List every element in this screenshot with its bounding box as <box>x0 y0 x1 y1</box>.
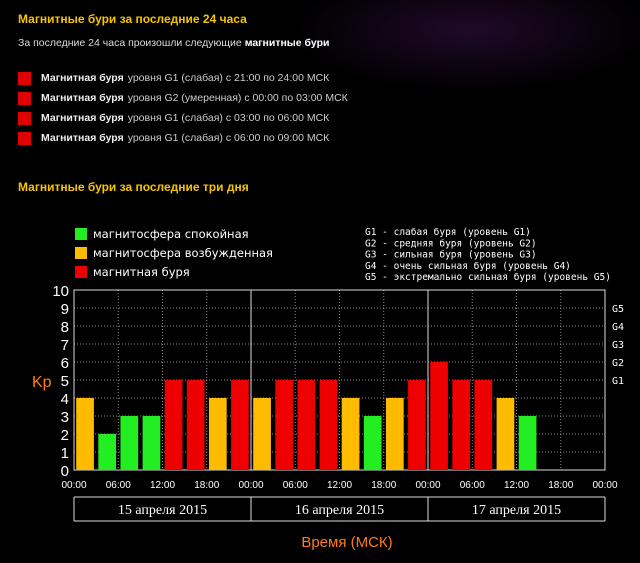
bar <box>253 398 271 470</box>
x-tick-label: 06:00 <box>283 480 308 491</box>
storm-item-text: уровня G1 (слабая) с 06:00 по 09:00 МСК <box>127 132 330 144</box>
legend-label-calm: магнитосфера спокойная <box>93 227 249 241</box>
storm-item-bold: Магнитная буря <box>41 132 124 144</box>
y-tick-label: 1 <box>61 445 69 462</box>
x-tick-label: 00:00 <box>61 480 86 491</box>
g-level-label: G5 <box>612 304 624 315</box>
bar <box>208 398 227 470</box>
y-tick-label: 8 <box>61 319 69 336</box>
x-tick-label: 00:00 <box>415 480 440 491</box>
y-tick-label: 6 <box>61 355 69 372</box>
legend-swatch-excited <box>75 247 87 259</box>
bar <box>164 380 183 470</box>
scale-legend-item: G4 - очень сильная буря (уровень G4) <box>365 261 571 272</box>
storm-list: Магнитная буря уровня G1 (слабая) с 21:0… <box>18 68 348 148</box>
bar <box>297 380 316 470</box>
g-level-label: G4 <box>612 322 624 333</box>
bar <box>120 416 139 470</box>
y-tick-label: 4 <box>61 391 69 408</box>
storm-item-text: уровня G1 (слабая) с 21:00 по 24:00 МСК <box>127 72 330 84</box>
y-tick-label: 2 <box>61 427 69 444</box>
bar <box>518 416 537 470</box>
x-tick-label: 00:00 <box>238 480 263 491</box>
x-tick-label: 18:00 <box>371 480 396 491</box>
x-axis-label: Время (МСК) <box>301 534 392 551</box>
storm-marker-icon <box>18 111 31 125</box>
legend-swatch-calm <box>75 228 87 240</box>
scale-legend-item: G3 - сильная буря (уровень G3) <box>365 250 537 261</box>
g-level-label: G1 <box>612 376 624 387</box>
bar <box>385 398 404 470</box>
y-tick-label: 10 <box>52 283 69 300</box>
g-level-label: G2 <box>612 358 624 369</box>
x-tick-label: 06:00 <box>106 480 131 491</box>
x-tick-label: 00:00 <box>592 480 617 491</box>
bar <box>186 380 205 470</box>
storm-marker-icon <box>18 71 31 85</box>
y-tick-label: 0 <box>61 463 69 480</box>
intro-text: За последние 24 часа произошли следующие <box>18 37 242 49</box>
legend-label-excited: магнитосфера возбужденная <box>93 246 273 260</box>
storm-item-bold: Магнитная буря <box>41 112 124 124</box>
list-item: Магнитная буря уровня G1 (слабая) с 21:0… <box>18 68 348 88</box>
bar <box>474 380 493 470</box>
scale-legend-item: G1 - слабая буря (уровень G1) <box>365 227 531 238</box>
x-tick-label: 12:00 <box>504 480 529 491</box>
g-level-label: G3 <box>612 340 624 351</box>
bar <box>341 398 360 470</box>
y-tick-label: 3 <box>61 409 69 426</box>
y-axis-label: Kp <box>32 374 52 391</box>
legend-swatch-storm <box>75 266 87 278</box>
scale-legend-item: G5 - экстремально сильная буря (уровень … <box>365 272 611 283</box>
plot-frame <box>73 289 606 471</box>
storms-intro: За последние 24 часа произошли следующие… <box>18 37 329 49</box>
bar <box>275 380 294 470</box>
storms-3days-title: Магнитные бури за последние три дня <box>18 180 249 194</box>
list-item: Магнитная буря уровня G1 (слабая) с 06:0… <box>18 128 348 148</box>
list-item: Магнитная буря уровня G1 (слабая) с 03:0… <box>18 108 348 128</box>
bar <box>430 362 448 470</box>
x-tick-label: 12:00 <box>150 480 175 491</box>
list-item: Магнитная буря уровня G2 (умеренная) с 0… <box>18 88 348 108</box>
bar <box>363 416 382 470</box>
intro-bold: магнитные бури <box>244 37 330 49</box>
bar <box>76 398 94 470</box>
storm-marker-icon <box>18 91 31 105</box>
storm-marker-icon <box>18 131 31 145</box>
y-tick-label: 9 <box>61 301 69 318</box>
bar <box>319 380 338 470</box>
bar <box>231 380 249 470</box>
bar <box>98 434 117 470</box>
date-label: 17 апреля 2015 <box>472 503 561 518</box>
x-tick-label: 18:00 <box>548 480 573 491</box>
y-tick-label: 5 <box>61 373 69 390</box>
storm-item-text: уровня G1 (слабая) с 03:00 по 06:00 МСК <box>127 112 330 124</box>
y-tick-label: 7 <box>61 337 69 354</box>
bar <box>408 380 426 470</box>
date-label: 16 апреля 2015 <box>295 503 384 518</box>
x-tick-label: 06:00 <box>460 480 485 491</box>
storm-item-bold: Магнитная буря <box>41 92 124 104</box>
bar <box>142 416 161 470</box>
bar <box>496 398 515 470</box>
storm-item-bold: Магнитная буря <box>41 72 124 84</box>
legend-label-storm: магнитная буря <box>93 265 190 279</box>
scale-legend-item: G2 - средняя буря (уровень G2) <box>365 238 537 249</box>
storm-item-text: уровня G2 (умеренная) с 00:00 по 03:00 М… <box>127 92 348 104</box>
date-label: 15 апреля 2015 <box>118 503 207 518</box>
storms-24h-title: Магнитные бури за последние 24 часа <box>18 12 247 26</box>
x-tick-label: 18:00 <box>194 480 219 491</box>
x-tick-label: 12:00 <box>327 480 352 491</box>
bar <box>452 380 471 470</box>
